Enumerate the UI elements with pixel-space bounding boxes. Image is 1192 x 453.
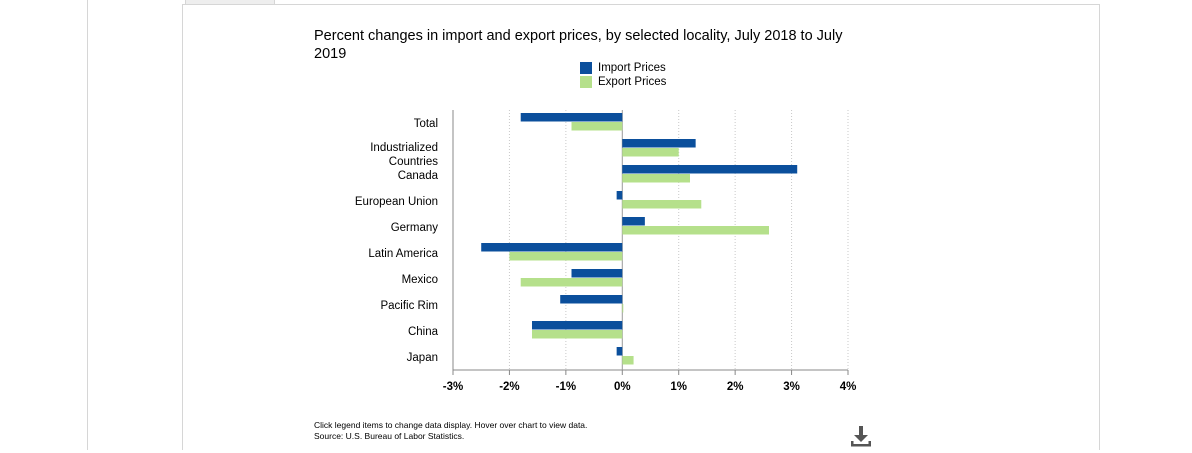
- bar-export-6[interactable]: [520, 278, 623, 287]
- bar-import-0[interactable]: [520, 113, 623, 122]
- chart-title: Percent changes in import and export pri…: [314, 28, 843, 62]
- bar-import-4[interactable]: [622, 217, 645, 226]
- bar-export-0[interactable]: [571, 122, 623, 131]
- x-tick-label-2: -1%: [556, 381, 576, 393]
- category-label-7: Pacific Rim: [380, 300, 438, 312]
- legend-swatch-import: [580, 62, 592, 74]
- source-text: Source: U.S. Bureau of Labor Statistics.: [314, 431, 465, 441]
- legend-swatch-export: [580, 76, 592, 88]
- bar-import-8[interactable]: [532, 321, 623, 330]
- bar-export-9[interactable]: [622, 356, 634, 365]
- category-label-9: Japan: [407, 352, 438, 364]
- bar-import-7[interactable]: [560, 295, 623, 304]
- x-tick-label-1: -2%: [499, 381, 519, 393]
- tab-stub[interactable]: [185, 0, 275, 5]
- x-tick-label-0: -3%: [443, 381, 463, 393]
- legend-item-export[interactable]: Export Prices: [580, 75, 666, 89]
- legend-item-import[interactable]: Import Prices: [580, 61, 666, 75]
- category-label-8: China: [408, 326, 439, 338]
- legend-label-export: Export Prices: [598, 76, 667, 88]
- bar-export-7[interactable]: [622, 304, 624, 313]
- category-label-0: Total: [414, 118, 438, 130]
- bar-export-3[interactable]: [622, 200, 702, 209]
- bar-export-8[interactable]: [532, 330, 623, 339]
- bar-export-5[interactable]: [509, 252, 623, 261]
- bar-import-5[interactable]: [481, 243, 623, 252]
- chart-note: Click legend items to change data displa…: [314, 420, 587, 442]
- category-label-2: Canada: [398, 170, 439, 182]
- bar-import-2[interactable]: [622, 165, 798, 174]
- category-label-1-line-1: Countries: [389, 156, 438, 168]
- category-label-1-line-0: Industrialized: [370, 142, 438, 154]
- bar-import-6[interactable]: [571, 269, 623, 278]
- category-label-5: Latin America: [368, 248, 438, 260]
- x-tick-label-3: 0%: [614, 381, 631, 393]
- category-label-6: Mexico: [402, 274, 438, 286]
- bar-export-4[interactable]: [622, 226, 769, 235]
- x-tick-label-7: 4%: [840, 381, 857, 393]
- bar-export-2[interactable]: [622, 174, 690, 183]
- bar-import-3[interactable]: [616, 191, 623, 200]
- instruction-text: Click legend items to change data displa…: [314, 420, 588, 430]
- category-label-3: European Union: [355, 196, 438, 208]
- bar-import-9[interactable]: [616, 347, 623, 356]
- x-tick-label-6: 3%: [783, 381, 800, 393]
- download-button[interactable]: [849, 424, 873, 448]
- legend-label-import: Import Prices: [598, 62, 666, 74]
- bar-export-1[interactable]: [622, 148, 679, 157]
- x-tick-label-5: 2%: [727, 381, 744, 393]
- download-icon: [851, 426, 871, 447]
- chart-legend: Import Prices Export Prices: [580, 61, 666, 89]
- chart-frame: [182, 4, 1100, 450]
- page-divider: [87, 0, 88, 450]
- bar-import-1[interactable]: [622, 139, 696, 148]
- x-tick-label-4: 1%: [670, 381, 687, 393]
- category-label-4: Germany: [391, 222, 439, 234]
